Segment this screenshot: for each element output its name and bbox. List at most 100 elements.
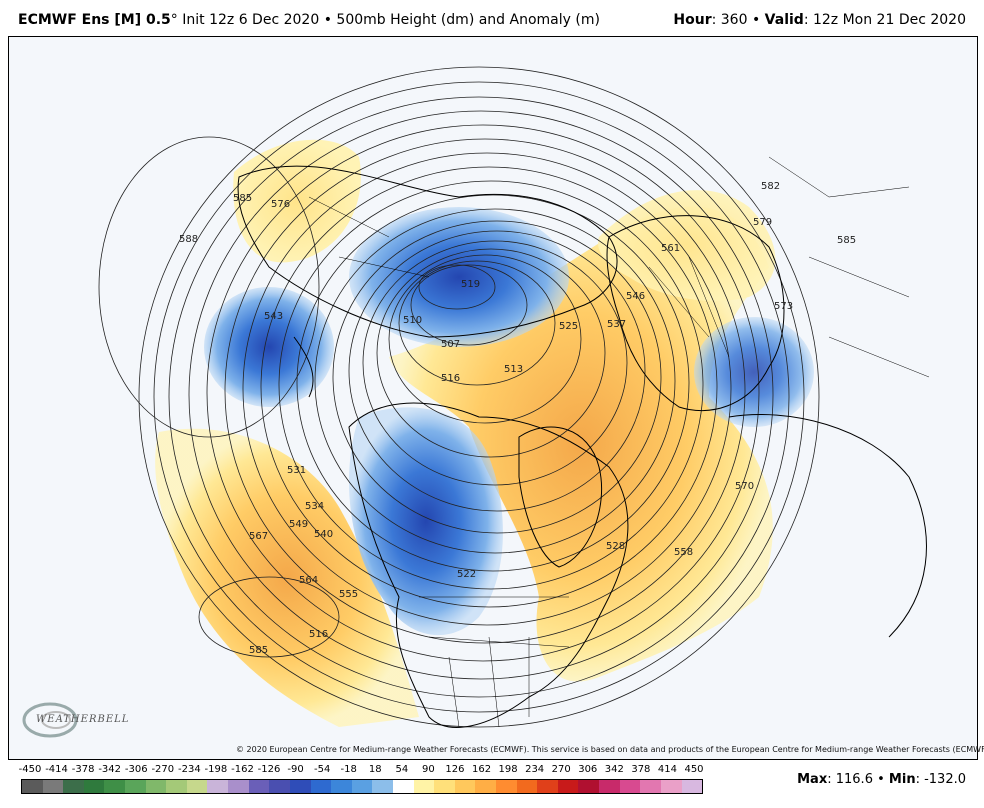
contour-label: 540 bbox=[314, 529, 333, 540]
contour-label: 507 bbox=[441, 339, 460, 350]
header: ECMWF Ens [M] 0.5° Init 12z 6 Dec 2020 •… bbox=[0, 0, 984, 36]
map-svg: 585 576 588 543 531 534 540 549 567 564 555 585 516 5… bbox=[98, 66, 930, 728]
weatherbell-logo: WEATHERBELL bbox=[20, 698, 128, 742]
contour-label: 543 bbox=[264, 311, 283, 322]
contour-label: 513 bbox=[504, 364, 523, 375]
legend-swatch bbox=[599, 780, 620, 793]
legend-swatch bbox=[413, 780, 435, 793]
legend-swatch bbox=[681, 780, 703, 793]
legend-swatch bbox=[475, 780, 497, 793]
legend-tick-label: -306 bbox=[124, 764, 148, 775]
map-title: ECMWF Ens [M] 0.5° Init 12z 6 Dec 2020 •… bbox=[18, 12, 600, 28]
logo-swirl-icon bbox=[22, 702, 78, 738]
legend-swatch bbox=[125, 780, 146, 793]
contour-labels: 585 576 588 543 531 534 540 549 567 564 555 585 516 5… bbox=[179, 181, 856, 656]
legend-swatch bbox=[166, 780, 187, 793]
legend-swatch bbox=[660, 780, 682, 793]
coastlines bbox=[237, 165, 927, 728]
legend-tick-label: 414 bbox=[657, 764, 677, 775]
legend-tick-label: 342 bbox=[604, 764, 624, 775]
japan-outline bbox=[293, 336, 314, 398]
north-america-outline bbox=[348, 402, 629, 728]
legend-swatch bbox=[22, 780, 43, 793]
contour-label: 585 bbox=[233, 193, 252, 204]
logo-text: WEATHERBELL bbox=[36, 714, 130, 725]
max-value: : 116.6 bbox=[827, 772, 873, 787]
legend-swatch bbox=[537, 780, 558, 793]
legend-tick-label: 162 bbox=[471, 764, 492, 775]
contour-label: 546 bbox=[626, 291, 645, 302]
legend-swatch bbox=[289, 780, 311, 793]
legend-swatch bbox=[392, 780, 414, 793]
contour-588-outer bbox=[98, 136, 320, 438]
valid-label: Valid bbox=[764, 12, 804, 28]
min-value: : -132.0 bbox=[915, 772, 966, 787]
legend-swatch bbox=[186, 780, 208, 793]
contour-label: 534 bbox=[305, 501, 324, 512]
legend-swatch bbox=[83, 780, 105, 793]
separator-bullet: • bbox=[751, 12, 761, 28]
legend-tick-label: -198 bbox=[204, 764, 228, 775]
legend-tick-label: 306 bbox=[578, 764, 598, 775]
legend-swatch bbox=[351, 780, 373, 793]
legend-swatch bbox=[434, 780, 455, 793]
legend-swatch bbox=[454, 780, 476, 793]
legend-swatch bbox=[557, 780, 579, 793]
contour-label: 519 bbox=[461, 279, 480, 290]
copyright-notice: © 2020 European Centre for Medium-range … bbox=[236, 745, 984, 754]
anomaly-siberia-yellow bbox=[233, 139, 361, 263]
product-name: 500mb Height (dm) and Anomaly (m) bbox=[336, 12, 600, 28]
legend-swatch bbox=[578, 780, 600, 793]
legend-swatch bbox=[619, 780, 641, 793]
contour-label: 567 bbox=[249, 531, 268, 542]
legend-swatch bbox=[496, 780, 517, 793]
legend-swatch bbox=[269, 780, 290, 793]
africa-outline bbox=[728, 414, 927, 638]
legend-tick-label: 18 bbox=[368, 764, 382, 775]
contour-label: 555 bbox=[339, 589, 358, 600]
europe-outline bbox=[606, 215, 785, 412]
hour-value: : 360 bbox=[711, 12, 748, 28]
political-borders bbox=[308, 156, 930, 728]
contour-label: 582 bbox=[761, 181, 780, 192]
valid-time: Hour: 360 • Valid: 12z Mon 21 Dec 2020 bbox=[673, 12, 966, 28]
legend-swatch bbox=[640, 780, 661, 793]
asia-outline bbox=[237, 165, 618, 338]
legend-tick-label: 270 bbox=[551, 764, 571, 775]
map-panel: 585 576 588 543 531 534 540 549 567 564 555 585 516 5… bbox=[8, 36, 978, 760]
contour-label: 564 bbox=[299, 575, 318, 586]
legend-tick-label: -414 bbox=[45, 764, 68, 775]
legend-tick-labels: -450 -414 -378 -342 -306 -270 -234 -198 -162 -126… bbox=[18, 764, 704, 778]
greenland-outline bbox=[518, 426, 603, 568]
legend-swatch bbox=[145, 780, 167, 793]
contour-585-pacific bbox=[198, 576, 340, 658]
legend-tick-label: -126 bbox=[257, 764, 281, 775]
contour-label: 570 bbox=[735, 481, 754, 492]
legend-tick-label: -18 bbox=[340, 764, 357, 775]
anomaly-mediterranean bbox=[694, 317, 814, 427]
contour-label: 576 bbox=[271, 199, 290, 210]
legend-tick-label: 126 bbox=[445, 764, 465, 775]
legend-swatch bbox=[228, 780, 249, 793]
model-name: ECMWF Ens [M] 0.5 bbox=[18, 12, 171, 28]
legend-swatch bbox=[516, 780, 538, 793]
max-label: Max bbox=[797, 772, 828, 787]
legend-tick-label: -270 bbox=[151, 764, 175, 775]
legend-tick-label: -234 bbox=[178, 764, 201, 775]
contour-label: 510 bbox=[403, 315, 422, 326]
contour-label: 522 bbox=[457, 569, 476, 580]
degree-sign: ° bbox=[170, 12, 178, 28]
legend-swatch bbox=[63, 780, 84, 793]
contour-label: 537 bbox=[607, 319, 626, 330]
contour-label: 585 bbox=[837, 235, 856, 246]
contour-label: 549 bbox=[289, 519, 308, 530]
contour-label: 531 bbox=[287, 465, 306, 476]
contour-label: 528 bbox=[606, 541, 625, 552]
contour-label: 525 bbox=[559, 321, 578, 332]
legend-tick-label: 54 bbox=[395, 764, 409, 775]
valid-value: : 12z Mon 21 Dec 2020 bbox=[803, 12, 966, 28]
contour-label: 558 bbox=[674, 547, 693, 558]
contour-label: 561 bbox=[661, 243, 680, 254]
legend-tick-label: 234 bbox=[525, 764, 545, 775]
separator-bullet: • bbox=[323, 12, 332, 28]
